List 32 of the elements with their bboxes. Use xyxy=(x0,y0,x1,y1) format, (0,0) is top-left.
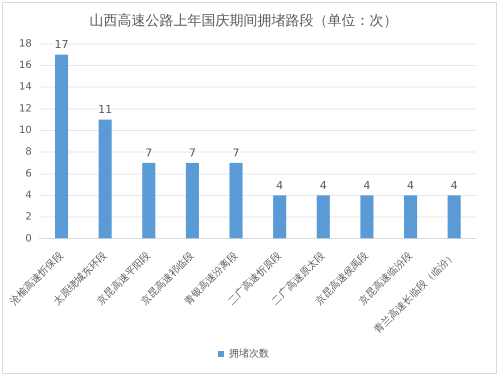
data-label: 7 xyxy=(145,146,152,160)
y-tick-label: 6 xyxy=(25,168,32,180)
data-label: 17 xyxy=(54,38,69,51)
bar xyxy=(404,195,418,238)
y-tick-label: 12 xyxy=(18,103,32,114)
bar xyxy=(360,195,374,238)
data-label: 11 xyxy=(98,102,112,116)
data-label: 4 xyxy=(320,178,327,192)
bar xyxy=(230,162,243,238)
y-tick-label: 16 xyxy=(18,60,32,72)
y-tick-label: 4 xyxy=(25,190,32,202)
bar xyxy=(186,162,199,238)
legend-label: 拥堵次数 xyxy=(229,348,269,360)
data-label: 4 xyxy=(450,178,458,192)
bar xyxy=(98,120,112,238)
bar xyxy=(142,162,156,238)
y-tick-label: 14 xyxy=(18,82,32,93)
y-tick-label: 2 xyxy=(25,212,32,223)
bar xyxy=(273,195,286,238)
bar xyxy=(316,195,330,238)
bar xyxy=(54,54,68,238)
y-tick-label: 10 xyxy=(18,125,32,136)
y-tick-label: 18 xyxy=(18,38,32,50)
y-tick-label: 8 xyxy=(25,146,32,158)
data-label: 7 xyxy=(232,146,240,160)
bar xyxy=(448,195,461,238)
y-tick-label: 0 xyxy=(25,233,32,244)
data-label: 7 xyxy=(188,146,196,160)
chart-title: 山西高速公路上年国庆期间拥堵路段（单位：次） xyxy=(90,13,398,30)
data-label: 4 xyxy=(363,178,370,192)
data-label: 4 xyxy=(276,178,284,192)
data-label: 4 xyxy=(407,178,414,192)
